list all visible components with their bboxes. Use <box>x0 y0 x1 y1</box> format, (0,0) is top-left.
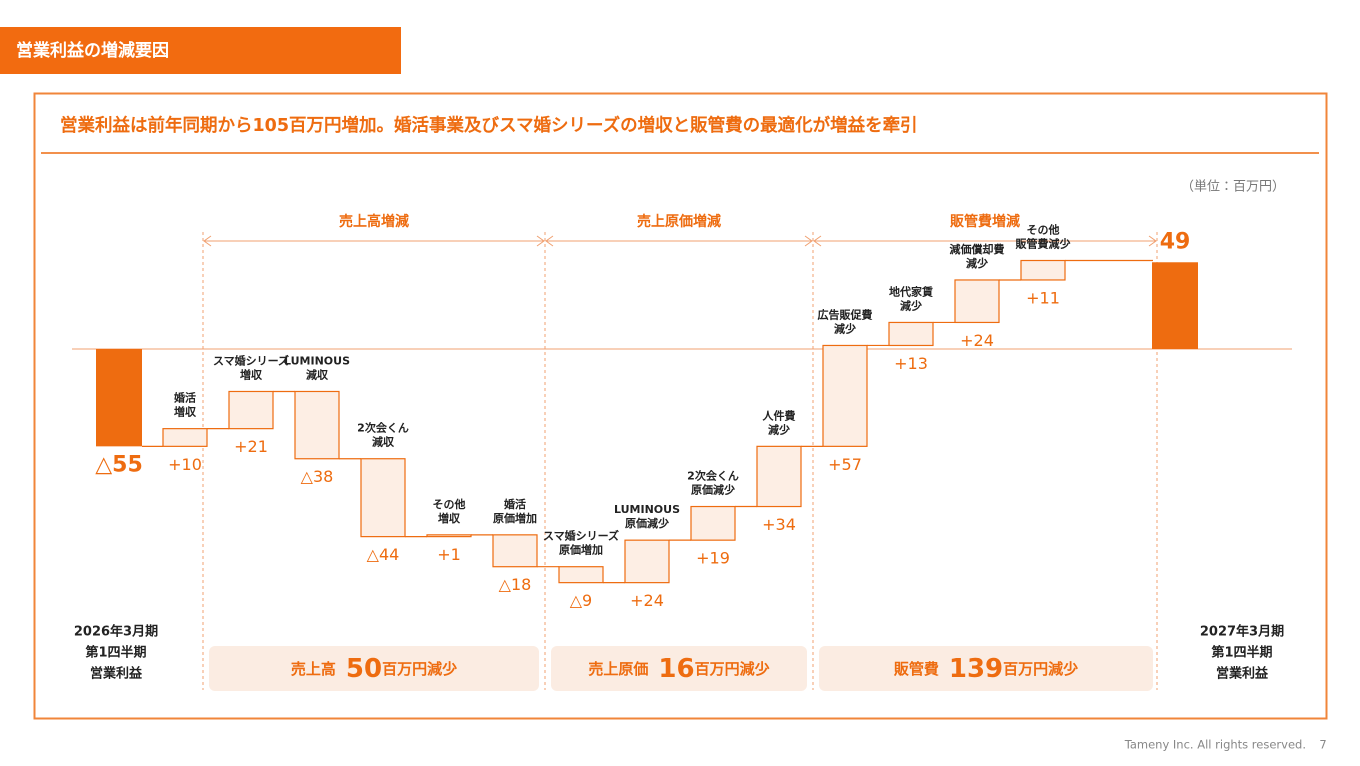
category-label: 減少 <box>900 298 922 312</box>
copyright: Tameny Inc. All rights reserved. <box>1124 738 1306 752</box>
category-label: 減価償却費 <box>950 242 1005 256</box>
summary-unit: 百万円減少 <box>1003 660 1078 678</box>
delta-bar <box>492 534 538 568</box>
total-bar <box>1152 262 1198 349</box>
delta-bar <box>162 428 208 447</box>
value-label: △44 <box>367 545 400 564</box>
category-label: スマ婚シリーズ <box>543 529 619 543</box>
category-label: 原価減少 <box>691 483 735 497</box>
category-label: 減少 <box>966 256 988 270</box>
group-title: 販管費増減 <box>950 213 1020 230</box>
category-label: 2次会くん <box>687 469 739 483</box>
summary-box <box>551 646 807 691</box>
summary-label: 売上高 <box>291 660 336 678</box>
frame <box>33 92 1328 720</box>
category-label: LUMINOUS <box>614 503 680 516</box>
summary-value: 139 <box>949 654 1003 684</box>
value-label: +1 <box>437 545 461 564</box>
summary-box <box>819 646 1153 691</box>
delta-bar <box>558 566 604 584</box>
category-label: 原価減少 <box>625 516 669 530</box>
header-title: 営業利益の増減要因 <box>16 40 169 61</box>
period-label: 第1四半期 <box>1210 645 1272 661</box>
period-label: 2026年3月期 <box>74 624 158 640</box>
arrow-head <box>813 235 1157 247</box>
value-label: +57 <box>828 455 862 474</box>
summary-box <box>209 646 539 691</box>
category-label: 減収 <box>372 435 395 449</box>
header-bar <box>0 27 401 74</box>
total-bar <box>96 349 142 447</box>
total-label: △55 <box>95 452 143 477</box>
delta-bar <box>228 390 274 430</box>
summary-value: 16 <box>658 654 694 684</box>
summary-unit: 百万円減少 <box>382 660 457 678</box>
delta-bar <box>294 390 340 460</box>
total-label: 49 <box>1160 229 1191 254</box>
category-label: 婚活 <box>174 391 196 405</box>
category-label: 増収 <box>240 367 263 381</box>
summary-text: 売上高 50百万円減少 <box>291 654 457 684</box>
summary-label: 販管費 <box>893 660 939 678</box>
period-label: 営業利益 <box>90 666 143 682</box>
group-title: 売上原価増減 <box>637 213 721 230</box>
headline: 営業利益は前年同期から105百万円増加。婚活事業及びスマ婚シリーズの増収と販管費… <box>60 115 918 136</box>
delta-bar <box>822 344 868 447</box>
value-label: △38 <box>301 467 334 486</box>
period-label: 2027年3月期 <box>1200 624 1284 640</box>
summary-value: 50 <box>346 654 382 684</box>
value-label: △18 <box>499 575 532 594</box>
period-label: 第1四半期 <box>84 645 146 661</box>
arrow-head <box>203 235 545 247</box>
category-label: 原価増加 <box>493 511 537 525</box>
category-label: 原価増加 <box>559 543 603 557</box>
delta-bar <box>756 445 802 508</box>
value-label: +11 <box>1026 288 1060 307</box>
summary-text: 販管費 139百万円減少 <box>893 654 1078 684</box>
value-label: +34 <box>762 515 796 534</box>
category-label: 増収 <box>438 511 461 525</box>
category-label: 減少 <box>834 321 856 335</box>
delta-bar <box>624 539 670 584</box>
summary-text: 売上原価 16百万円減少 <box>588 654 769 684</box>
value-label: +21 <box>234 437 268 456</box>
delta-bar <box>360 458 406 538</box>
summary-unit: 百万円減少 <box>695 660 770 678</box>
value-label: +24 <box>960 331 994 350</box>
value-label: +10 <box>168 455 202 474</box>
category-label: 人件費 <box>762 408 796 422</box>
category-label: 販管費減少 <box>1015 237 1071 251</box>
category-label: その他 <box>433 497 466 511</box>
category-label: スマ婚シリーズ <box>213 353 289 367</box>
summary-label: 売上原価 <box>588 660 648 678</box>
category-label: 減少 <box>768 422 790 436</box>
delta-bar <box>1020 259 1066 281</box>
value-label: △9 <box>570 591 592 610</box>
category-label: 2次会くん <box>357 421 409 435</box>
arrow-head <box>545 235 813 247</box>
page-number: 7 <box>1319 738 1326 752</box>
category-label: その他 <box>1027 223 1060 237</box>
unit-note: （単位：百万円） <box>1181 179 1285 195</box>
category-label: 減収 <box>306 367 329 381</box>
category-label: 婚活 <box>504 497 526 511</box>
value-label: +13 <box>894 354 928 373</box>
value-label: +19 <box>696 549 730 568</box>
value-label: +24 <box>630 591 664 610</box>
group-title: 売上高増減 <box>339 213 409 230</box>
delta-bar <box>954 279 1000 324</box>
delta-bar <box>426 534 472 538</box>
category-label: 増収 <box>174 405 197 419</box>
period-label: 営業利益 <box>1216 666 1269 682</box>
category-label: LUMINOUS <box>284 354 350 367</box>
delta-bar <box>888 321 934 347</box>
category-label: 広告販促費 <box>818 307 873 321</box>
category-label: 地代家賃 <box>889 284 933 298</box>
delta-bar <box>690 505 736 541</box>
